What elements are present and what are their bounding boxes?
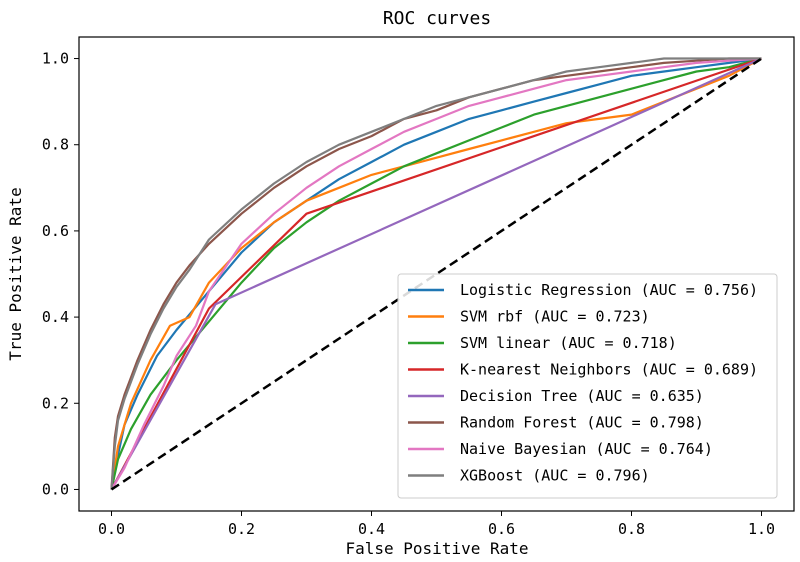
roc-curve-0 (110, 57, 762, 490)
y-tick-label: 0.6 (42, 222, 69, 240)
chart-title: ROC curves (383, 8, 491, 29)
x-tick-label: 0.0 (98, 520, 125, 538)
y-tick-label: 0.4 (42, 308, 69, 326)
plot-area (110, 57, 763, 491)
legend-entry-label: Decision Tree (AUC = 0.635) (460, 387, 704, 405)
roc-curve-1 (110, 57, 763, 490)
y-tick-label: 0.0 (42, 480, 69, 498)
legend-entry-label: Naive Bayesian (AUC = 0.764) (460, 440, 713, 458)
legend-entry-label: XGBoost (AUC = 0.796) (460, 467, 650, 485)
legend-box (397, 273, 778, 499)
legend-entry-label: Logistic Regression (AUC = 0.756) (460, 281, 758, 299)
x-axis-label: False Positive Rate (345, 539, 528, 558)
x-tick-label: 1.0 (748, 520, 775, 538)
roc-curve-7 (110, 57, 762, 490)
x-tick-label: 0.8 (618, 520, 645, 538)
roc-curve-6 (110, 57, 762, 491)
roc-curve-2 (110, 57, 762, 490)
legend-entry-label: SVM linear (AUC = 0.718) (460, 334, 677, 352)
roc-curve-5 (110, 57, 762, 490)
x-tick-label: 0.6 (488, 520, 515, 538)
roc-curve-4 (110, 57, 762, 491)
y-tick-label: 0.2 (42, 394, 69, 412)
x-tick-label: 0.2 (228, 520, 255, 538)
y-tick-label: 0.8 (42, 136, 69, 154)
plot-frame (78, 36, 795, 512)
chance-diagonal-line (110, 57, 763, 491)
legend: Logistic Regression (AUC = 0.756) SVM rbf… (397, 273, 778, 499)
x-tick-label: 0.4 (358, 520, 385, 538)
legend-entry-label: K-nearest Neighbors (AUC = 0.689) (460, 361, 758, 379)
legend-entry-label: SVM rbf (AUC = 0.723) (460, 308, 650, 326)
axis-ticks: 0.0 0.2 0.4 0.6 0.8 1.0 0.0 0.2 0.4 0.6 0.8 1.0 (42, 50, 775, 538)
legend-entry-label: Random Forest (AUC = 0.798) (460, 414, 704, 432)
roc-curve-3 (110, 57, 762, 491)
y-axis-label: True Positive Rate (6, 187, 25, 360)
y-tick-label: 1.0 (42, 50, 69, 68)
